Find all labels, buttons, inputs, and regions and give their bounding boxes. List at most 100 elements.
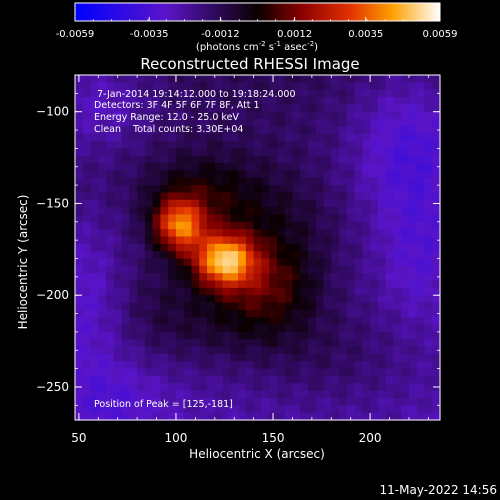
heatmap-cell <box>144 199 154 208</box>
heatmap-cell <box>113 397 123 406</box>
heatmap-cell <box>339 214 348 223</box>
heatmap-cell <box>346 82 356 91</box>
heatmap-cell <box>230 170 239 179</box>
heatmap-cell <box>408 229 418 238</box>
heatmap-cell <box>245 170 255 179</box>
heatmap-cell <box>144 97 154 105</box>
heatmap-cell <box>238 368 247 377</box>
heatmap-cell <box>75 111 84 120</box>
heatmap-cell <box>175 185 185 194</box>
heatmap-cell <box>292 302 301 311</box>
heatmap-cell <box>370 111 379 120</box>
heatmap-cell <box>385 243 395 252</box>
heatmap-cell <box>276 141 286 150</box>
heatmap-cell <box>370 82 379 91</box>
heatmap-cell <box>90 339 99 348</box>
heatmap-cell <box>401 353 410 362</box>
heatmap-cell <box>121 221 130 230</box>
heatmap-cell <box>292 141 301 150</box>
heatmap-cell <box>90 280 99 289</box>
heatmap-cell <box>370 265 379 274</box>
heatmap-cell <box>269 229 278 238</box>
heatmap-cell <box>183 287 193 296</box>
heatmap-cell <box>214 155 224 164</box>
heatmap-cell <box>144 119 154 127</box>
heatmap-cell <box>113 383 123 392</box>
heatmap-cell <box>98 133 107 142</box>
heatmap-cell <box>207 295 216 304</box>
heatmap-cell <box>401 295 410 304</box>
heatmap-cell <box>152 207 162 216</box>
heatmap-cell <box>168 126 177 135</box>
heatmap-cell <box>160 163 169 172</box>
heatmap-cell <box>276 375 286 384</box>
heatmap-cell <box>315 155 325 164</box>
heatmap-cell <box>129 353 138 362</box>
heatmap-cell <box>292 383 301 392</box>
heatmap-cell <box>323 265 332 274</box>
heatmap-cell <box>339 287 348 296</box>
heatmap-cell <box>222 89 231 98</box>
heatmap-cell <box>276 199 286 208</box>
heatmap-cell <box>168 207 177 216</box>
heatmap-cell <box>199 185 208 194</box>
heatmap-cell <box>106 243 115 252</box>
heatmap-cell <box>160 368 169 377</box>
heatmap-cell <box>191 214 200 223</box>
heatmap-cell <box>129 170 138 179</box>
heatmap-cell <box>339 163 348 172</box>
heatmap-cell <box>393 309 402 318</box>
heatmap-cell <box>106 324 115 333</box>
heatmap-cell <box>168 170 177 179</box>
heatmap-cell <box>300 265 309 274</box>
heatmap-cell <box>408 405 418 414</box>
heatmap-cell <box>222 119 231 127</box>
heatmap-cell <box>424 104 433 113</box>
heatmap-cell <box>207 368 216 377</box>
heatmap-cell <box>307 221 317 230</box>
heatmap-cell <box>129 265 138 274</box>
heatmap-cell <box>222 287 231 296</box>
heatmap-cell <box>207 317 216 326</box>
heatmap-cell <box>90 390 99 399</box>
heatmap-cell <box>98 89 107 98</box>
heatmap-cell <box>137 89 146 98</box>
heatmap-cell <box>362 383 371 392</box>
heatmap-cell <box>424 353 433 362</box>
heatmap-cell <box>408 133 418 142</box>
heatmap-cell <box>331 243 340 252</box>
heatmap-cell <box>129 287 138 296</box>
heatmap-cell <box>408 104 418 113</box>
heatmap-cell <box>106 111 115 120</box>
heatmap-cell <box>354 163 363 172</box>
heatmap-cell <box>207 229 216 238</box>
heatmap-cell <box>160 97 169 105</box>
heatmap-cell <box>230 185 239 194</box>
heatmap-cell <box>214 192 224 201</box>
heatmap-cell <box>339 97 348 105</box>
heatmap-cell <box>168 214 177 223</box>
heatmap-cell <box>129 397 138 406</box>
heatmap-cell <box>113 287 123 296</box>
heatmap-cell <box>144 317 154 326</box>
heatmap-cell <box>144 148 154 157</box>
heatmap-cell <box>393 375 402 384</box>
heatmap-cell <box>152 236 162 245</box>
heatmap-cell <box>106 265 115 274</box>
heatmap-cell <box>90 346 99 355</box>
colorbar-tick-label: -0.0012 <box>201 29 240 40</box>
heatmap-cell <box>238 192 247 201</box>
heatmap-cell <box>129 75 138 83</box>
heatmap-cell <box>315 111 325 120</box>
heatmap-cell <box>168 309 177 318</box>
heatmap-cell <box>82 265 92 274</box>
heatmap-cell <box>432 361 441 370</box>
heatmap-cell <box>253 192 262 201</box>
heatmap-cell <box>300 141 309 150</box>
heatmap-cell <box>370 221 379 230</box>
heatmap-cell <box>121 295 130 304</box>
heatmap-cell <box>90 412 99 421</box>
heatmap-cell <box>75 104 84 113</box>
heatmap-cell <box>82 397 92 406</box>
heatmap-cell <box>238 141 247 150</box>
